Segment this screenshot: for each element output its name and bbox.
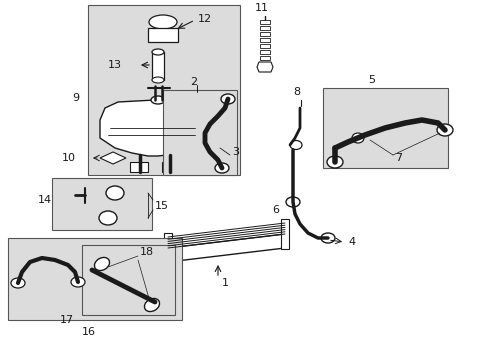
Ellipse shape <box>320 233 334 243</box>
Ellipse shape <box>285 197 299 207</box>
Bar <box>281 219 288 249</box>
Ellipse shape <box>215 163 228 173</box>
Ellipse shape <box>99 211 117 225</box>
Text: 4: 4 <box>347 237 354 247</box>
Text: 5: 5 <box>367 75 374 85</box>
Ellipse shape <box>71 277 85 287</box>
Bar <box>260 50 269 54</box>
Bar <box>152 52 163 80</box>
Bar <box>260 20 269 24</box>
Bar <box>260 32 269 36</box>
Bar <box>52 178 152 230</box>
Text: 9: 9 <box>72 93 79 103</box>
Text: 17: 17 <box>60 315 74 325</box>
Bar <box>163 90 237 175</box>
Text: 6: 6 <box>271 205 279 215</box>
Ellipse shape <box>351 133 363 143</box>
Ellipse shape <box>106 186 124 200</box>
Bar <box>88 5 240 175</box>
Polygon shape <box>100 100 204 156</box>
Ellipse shape <box>11 278 25 288</box>
Ellipse shape <box>436 124 452 136</box>
Polygon shape <box>257 62 272 72</box>
Text: 7: 7 <box>394 153 401 163</box>
Polygon shape <box>100 152 126 164</box>
Polygon shape <box>148 28 178 42</box>
Bar <box>8 238 182 320</box>
Bar <box>260 56 269 60</box>
Text: 14: 14 <box>38 195 52 205</box>
Bar <box>323 88 447 168</box>
Text: 18: 18 <box>140 247 154 257</box>
Text: 12: 12 <box>198 14 212 24</box>
Bar <box>162 162 178 172</box>
Bar <box>82 245 175 315</box>
Ellipse shape <box>151 96 164 104</box>
Text: 16: 16 <box>82 327 96 337</box>
Text: 2: 2 <box>190 77 197 87</box>
Ellipse shape <box>152 49 163 55</box>
Bar <box>260 38 269 42</box>
Text: 13: 13 <box>108 60 122 70</box>
Ellipse shape <box>144 298 159 311</box>
Text: 3: 3 <box>231 147 239 157</box>
Bar <box>163 233 172 263</box>
Bar <box>130 162 148 172</box>
Ellipse shape <box>94 257 109 271</box>
Text: 15: 15 <box>155 201 169 211</box>
Text: 10: 10 <box>62 153 76 163</box>
Bar <box>260 44 269 48</box>
Ellipse shape <box>152 77 163 83</box>
Text: 1: 1 <box>222 278 228 288</box>
Bar <box>260 26 269 30</box>
Ellipse shape <box>221 94 235 104</box>
Ellipse shape <box>149 15 177 29</box>
Ellipse shape <box>289 140 302 149</box>
Text: 11: 11 <box>254 3 268 13</box>
Polygon shape <box>168 234 285 262</box>
Text: 8: 8 <box>292 87 300 97</box>
Ellipse shape <box>326 156 342 168</box>
